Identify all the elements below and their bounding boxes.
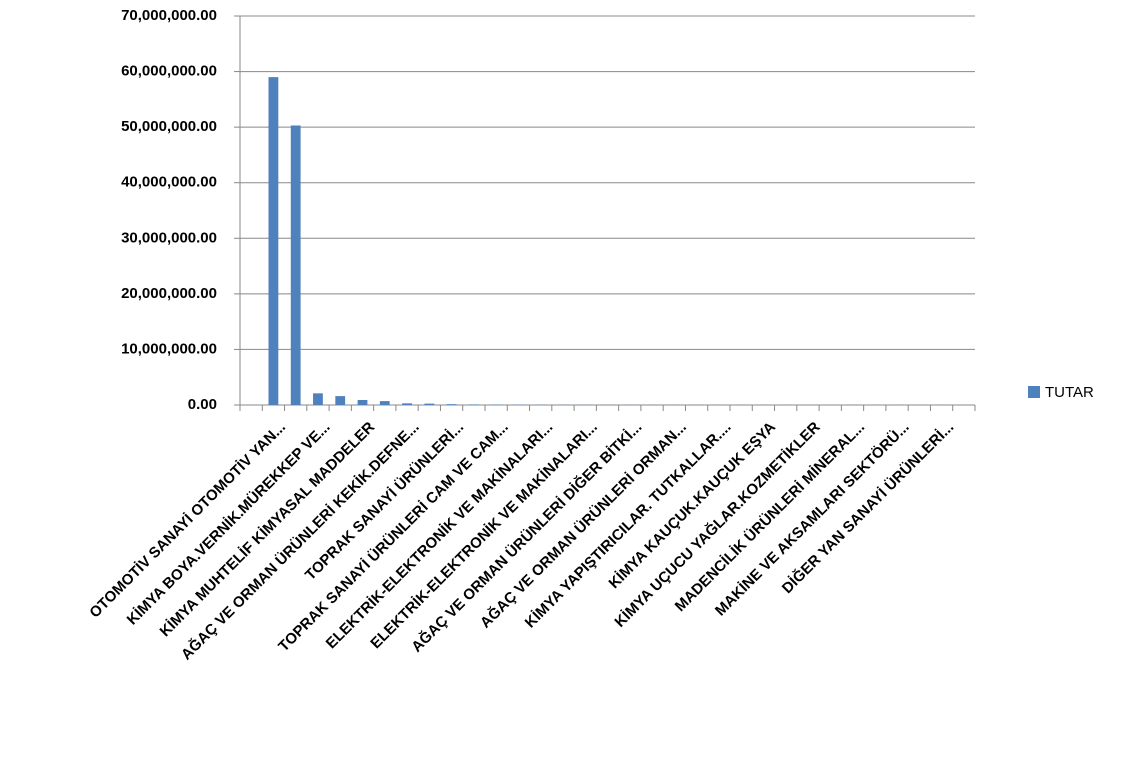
bar (269, 77, 279, 405)
bar (313, 393, 323, 405)
y-tick-label: 30,000,000.00 (121, 229, 217, 246)
y-tick-label: 10,000,000.00 (121, 340, 217, 357)
y-tick-label: 0.00 (188, 396, 217, 413)
bar (335, 396, 345, 405)
x-tick-label: KİMYA YAPIŞTIRICILAR. TUTKALLAR.... (522, 419, 735, 632)
bar (402, 403, 412, 405)
y-tick-label: 70,000,000.00 (121, 7, 217, 24)
bar (447, 404, 457, 405)
y-tick-label: 60,000,000.00 (121, 63, 217, 80)
y-tick-label: 20,000,000.00 (121, 285, 217, 302)
y-tick-label: 40,000,000.00 (121, 174, 217, 191)
legend-swatch (1028, 386, 1040, 398)
bar (291, 125, 301, 405)
x-tick-label: KİMYA BOYA.VERNİK.MÜREKKEP VE... (124, 419, 334, 629)
bar (358, 400, 368, 405)
bar (380, 401, 390, 405)
bar (469, 404, 479, 405)
legend-label: TUTAR (1045, 384, 1094, 401)
x-tick-label: AĞAÇ VE ORMAN ÜRÜNLERİ ORMAN... (476, 418, 690, 632)
x-tick-label: KİMYA UÇUCU YAĞLAR.KOZMETİKLER (611, 418, 824, 631)
y-tick-label: 50,000,000.00 (121, 118, 217, 135)
bar (424, 404, 434, 405)
